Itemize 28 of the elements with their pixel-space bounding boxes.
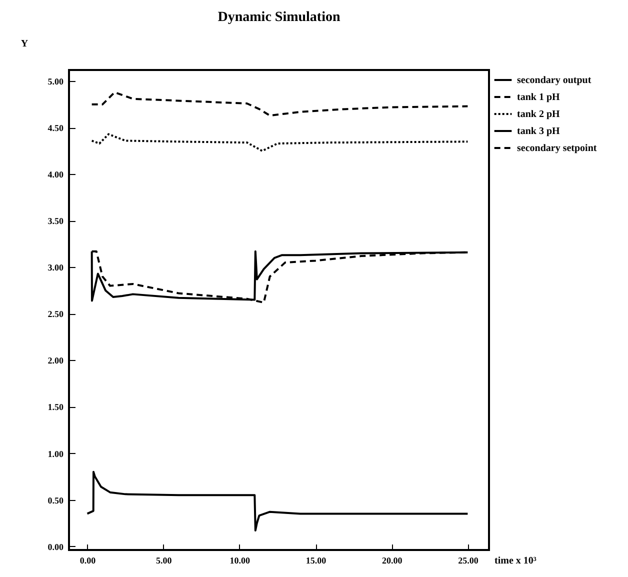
y-tick-label: 0.50 xyxy=(48,495,64,506)
y-tick-label: 0.00 xyxy=(48,542,64,552)
line-series xyxy=(90,133,469,152)
y-tick-label: 1.50 xyxy=(48,402,64,412)
y-tick-label: 2.50 xyxy=(48,309,64,320)
y-tick-label: 3.00 xyxy=(48,262,64,273)
legend-label: tank 3 pH xyxy=(517,126,560,137)
y-tick-label: 2.00 xyxy=(48,356,64,366)
y-tick-label: 1.00 xyxy=(48,448,64,459)
x-tick-label: 25.00 xyxy=(458,556,479,566)
line-series xyxy=(90,91,469,117)
y-axis-title: Y xyxy=(20,38,29,50)
legend-label: tank 1 pH xyxy=(517,92,560,103)
x-tick-label: 15.00 xyxy=(306,556,327,566)
legend-label: secondary setpoint xyxy=(517,143,598,154)
y-tick-label: 4.00 xyxy=(48,170,64,180)
chart-title: Dynamic Simulation xyxy=(218,10,340,25)
y-tick-label: 3.50 xyxy=(48,216,64,226)
y-tick-label: 5.00 xyxy=(48,76,64,87)
y-tick-label: 4.50 xyxy=(48,123,64,134)
x-tick-label: 20.00 xyxy=(382,556,403,566)
x-tick-label: 0.00 xyxy=(80,556,96,566)
x-axis-title: time x 10³ xyxy=(494,556,536,566)
line-series xyxy=(86,470,469,532)
legend-label: secondary output xyxy=(517,75,592,86)
legend-label: tank 2 pH xyxy=(517,109,560,120)
x-tick-label: 10.00 xyxy=(230,556,251,566)
x-tick-label: 5.00 xyxy=(156,556,172,566)
